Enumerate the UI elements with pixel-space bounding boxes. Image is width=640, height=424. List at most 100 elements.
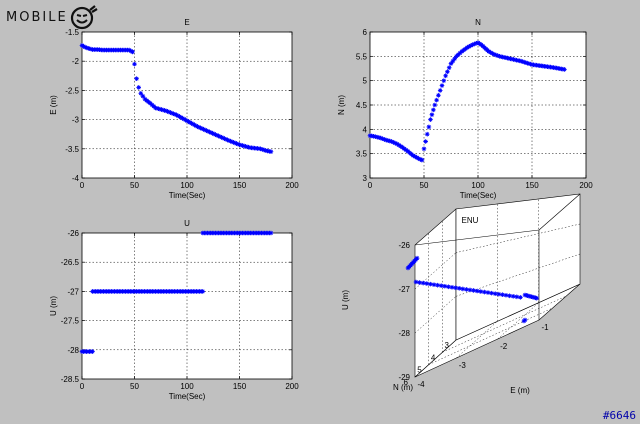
data-point	[474, 288, 480, 294]
data-point	[467, 287, 473, 293]
data-point	[443, 73, 448, 79]
y-tick-label: -3	[72, 116, 80, 125]
data-point	[258, 146, 263, 152]
y-axis-label: E (m)	[49, 95, 58, 115]
data-point	[204, 128, 209, 133]
data-point	[208, 130, 214, 135]
data-point	[128, 48, 134, 54]
data-point	[518, 58, 524, 64]
data-point	[414, 155, 420, 160]
data-point	[454, 54, 459, 59]
data-point	[431, 282, 437, 287]
data-point	[394, 141, 400, 147]
y-tick-label: 5.5	[356, 52, 368, 61]
data-point	[521, 59, 527, 65]
data-point	[478, 289, 484, 294]
data-point	[216, 133, 221, 139]
data-point	[503, 292, 509, 298]
y-tick-label: 4.5	[356, 101, 368, 110]
data-point	[259, 147, 265, 152]
z-tick-label: -28	[398, 329, 410, 338]
data-point	[431, 107, 436, 113]
data-point	[428, 117, 433, 122]
data-point	[442, 283, 448, 289]
data-point	[450, 58, 456, 64]
data-point	[396, 142, 402, 148]
back-gridline	[455, 223, 581, 253]
y-tick-label: -4	[72, 174, 80, 183]
data-point	[432, 102, 438, 108]
data-point	[192, 122, 197, 128]
data-point	[455, 52, 461, 58]
mobile-watermark: MOBILE	[6, 4, 98, 30]
data-point	[460, 286, 466, 292]
y-axis-label: N (m)	[337, 95, 346, 115]
y-tick-label: -27.5	[61, 317, 80, 326]
data-point	[225, 137, 230, 143]
data-point	[471, 288, 476, 293]
data-point	[412, 154, 418, 159]
watermark-text: MOBILE	[6, 9, 68, 25]
data-point	[409, 151, 414, 157]
chart-title: ENU	[462, 216, 479, 225]
data-point	[534, 295, 539, 301]
data-point	[90, 349, 95, 354]
data-point	[183, 117, 188, 123]
data-point	[423, 139, 428, 144]
z-tick-label: -29	[398, 373, 410, 382]
data-point	[163, 108, 169, 114]
y-tick-label: -27	[67, 287, 79, 296]
z-axis-label: U (m)	[341, 290, 350, 310]
floor-gridline	[497, 302, 539, 340]
back-gridline	[455, 253, 581, 297]
data-point	[528, 61, 533, 67]
data-point	[84, 45, 90, 51]
data-point	[175, 113, 181, 119]
data-point	[234, 141, 239, 146]
data-point	[210, 130, 215, 136]
data-point	[187, 120, 193, 125]
data-point	[507, 293, 512, 299]
y-axis-label: U (m)	[49, 296, 58, 316]
data-point	[134, 76, 139, 82]
data-point	[181, 116, 187, 122]
y-tick-label: 4	[363, 125, 368, 134]
data-point	[452, 56, 457, 62]
data-point	[229, 139, 235, 145]
x-tick-label: -4	[417, 380, 425, 389]
y-tick-label: 6	[404, 378, 409, 387]
x-axis-label: Time(Sec)	[169, 392, 206, 401]
data-point	[222, 136, 227, 141]
data-point	[193, 123, 199, 129]
data-point	[439, 83, 445, 88]
x-axis-label: Time(Sec)	[169, 191, 206, 200]
data-point	[518, 295, 523, 300]
data-point	[178, 115, 184, 120]
x-tick-label: -3	[459, 361, 467, 370]
data-point	[149, 102, 155, 108]
data-point	[434, 97, 439, 103]
data-point	[200, 289, 206, 294]
y-tick-label: 3.5	[356, 150, 368, 159]
data-point	[489, 290, 494, 296]
x-tick-label: -1	[541, 323, 549, 332]
data-point	[211, 131, 217, 137]
y-tick-label: 3	[445, 341, 450, 350]
data-point	[413, 279, 419, 285]
y-tick-label: 5	[417, 366, 422, 375]
data-point	[389, 139, 394, 144]
chart-title: N	[475, 18, 481, 27]
data-point	[495, 53, 501, 58]
data-point	[213, 132, 218, 137]
data-point	[421, 146, 427, 152]
y-tick-label: -1.5	[65, 28, 79, 37]
x-tick-label: 150	[233, 382, 247, 391]
data-point	[138, 91, 144, 96]
data-point	[382, 137, 387, 142]
data-point	[449, 285, 455, 290]
x-axis-label: E (m)	[510, 386, 530, 395]
data-point	[177, 114, 182, 119]
y-tick-label: -28	[67, 346, 79, 355]
data-point	[261, 147, 267, 153]
